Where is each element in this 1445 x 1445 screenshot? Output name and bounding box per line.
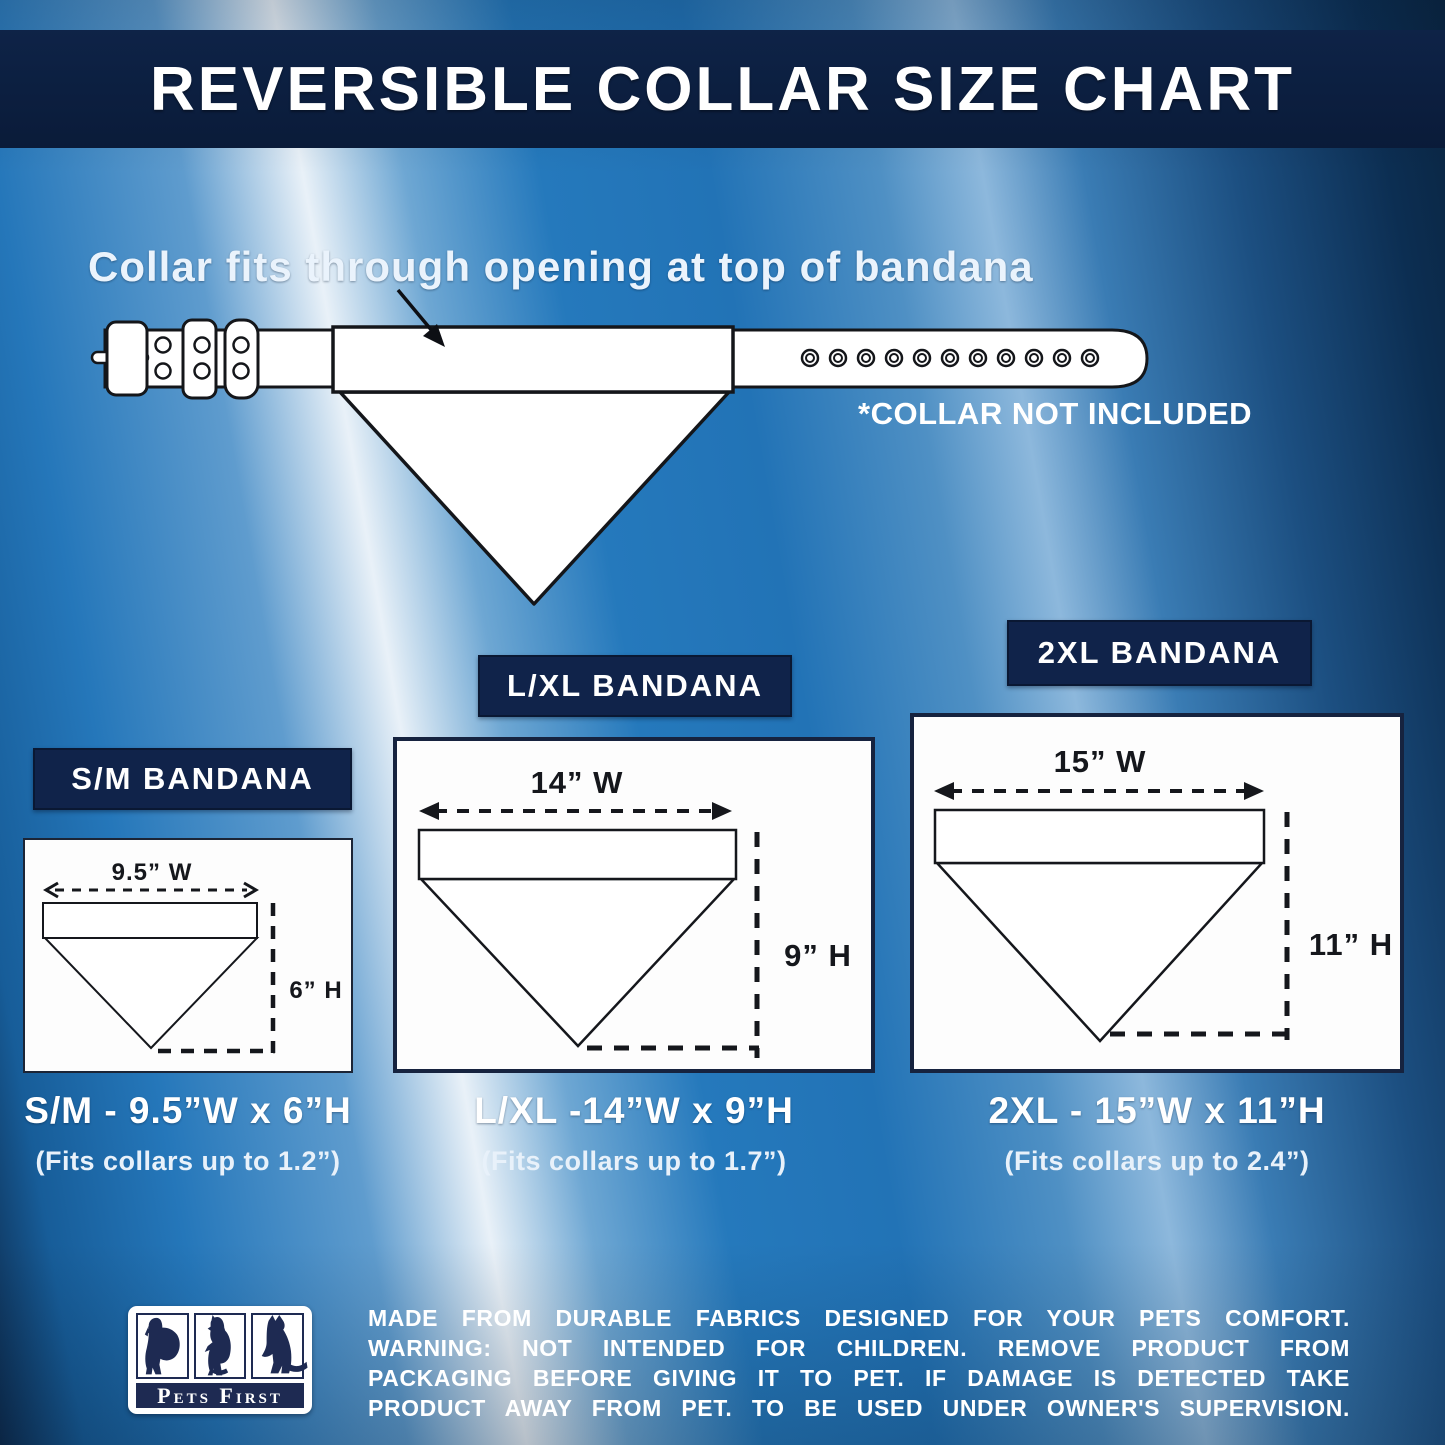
xxl-bandana-header-label: 2XL BANDANA bbox=[1037, 635, 1282, 670]
collar-holes bbox=[800, 348, 1100, 368]
lxl-height-label: 9” H bbox=[784, 938, 852, 973]
collar-not-included-note: *COLLAR NOT INCLUDED bbox=[858, 396, 1253, 431]
sm-bandana-header: S/M BANDANA bbox=[33, 748, 352, 810]
xxl-bandana-panel: 15” W 11” H bbox=[910, 713, 1404, 1073]
disclaimer-line-4: PRODUCT AWAY FROM PET. TO BE USED UNDER … bbox=[368, 1395, 1350, 1421]
disclaimer-line-3: PACKAGING BEFORE GIVING IT TO PET. IF DA… bbox=[368, 1365, 1350, 1391]
lxl-fits-line: (Fits collars up to 1.7”) bbox=[481, 1146, 787, 1176]
pointer-arrow bbox=[396, 288, 445, 347]
xxl-height-label: 11” H bbox=[1309, 927, 1393, 962]
lxl-size-caption: L/XL -14”W x 9”H (Fits collars up to 1.7… bbox=[393, 1090, 875, 1177]
disclaimer-line-1: MADE FROM DURABLE FABRICS DESIGNED FOR Y… bbox=[368, 1305, 1350, 1331]
xxl-size-line: 2XL - 15”W x 11”H bbox=[988, 1090, 1326, 1131]
lxl-bandana-header: L/XL BANDANA bbox=[478, 655, 792, 717]
xxl-bandana-diagram: 15” W 11” H bbox=[933, 744, 1393, 1043]
sm-bandana-diagram: 9.5” W 6” H bbox=[42, 859, 342, 1054]
dog-silhouette-3 bbox=[251, 1313, 308, 1380]
buckle-frame bbox=[105, 320, 149, 397]
buckle-holes bbox=[154, 336, 250, 380]
sm-size-caption: S/M - 9.5”W x 6”H (Fits collars up to 1.… bbox=[13, 1090, 363, 1177]
logo-wordmark: Pets First bbox=[157, 1382, 283, 1408]
title-band: REVERSIBLE COLLAR SIZE CHART bbox=[0, 30, 1445, 148]
sm-fits-line: (Fits collars up to 1.2”) bbox=[35, 1146, 341, 1176]
xxl-fits-line: (Fits collars up to 2.4”) bbox=[1004, 1146, 1310, 1176]
xxl-size-caption: 2XL - 15”W x 11”H (Fits collars up to 2.… bbox=[910, 1090, 1404, 1177]
disclaimer-text: MADE FROM DURABLE FABRICS DESIGNED FOR Y… bbox=[368, 1303, 1350, 1423]
pets-first-logo: Pets First bbox=[128, 1306, 312, 1414]
collar-opening-caption: Collar fits through opening at top of ba… bbox=[88, 243, 1034, 290]
xxl-bandana-header: 2XL BANDANA bbox=[1007, 620, 1312, 686]
logo-wordmark-band: Pets First bbox=[136, 1383, 304, 1408]
lxl-width-label: 14” W bbox=[531, 765, 624, 800]
keeper-loop-2 bbox=[223, 318, 260, 400]
logo-dog-row bbox=[136, 1313, 308, 1380]
xxl-width-label: 15” W bbox=[1054, 744, 1147, 779]
keeper-loop-1 bbox=[181, 318, 218, 400]
sm-bandana-panel: 9.5” W 6” H bbox=[23, 838, 353, 1073]
lxl-bandana-diagram: 14” W 9” H bbox=[417, 765, 852, 1058]
lxl-bandana-panel: 14” W 9” H bbox=[393, 737, 875, 1073]
sm-height-label: 6” H bbox=[289, 977, 342, 1004]
bandana-sleeve bbox=[331, 325, 735, 394]
lxl-bandana-header-label: L/XL BANDANA bbox=[507, 668, 763, 703]
bandana-triangle bbox=[338, 390, 731, 606]
disclaimer-line-2: WARNING: NOT INTENDED FOR CHILDREN. REMO… bbox=[368, 1335, 1350, 1361]
dog-silhouette-1 bbox=[136, 1313, 189, 1380]
page-title: REVERSIBLE COLLAR SIZE CHART bbox=[150, 54, 1295, 124]
collar-illustration bbox=[90, 288, 1149, 606]
dog-silhouette-2 bbox=[193, 1313, 247, 1380]
sm-width-label: 9.5” W bbox=[112, 859, 193, 886]
sm-bandana-header-label: S/M BANDANA bbox=[71, 761, 314, 796]
lxl-size-line: L/XL -14”W x 9”H bbox=[474, 1090, 794, 1131]
sm-size-line: S/M - 9.5”W x 6”H bbox=[24, 1090, 352, 1131]
